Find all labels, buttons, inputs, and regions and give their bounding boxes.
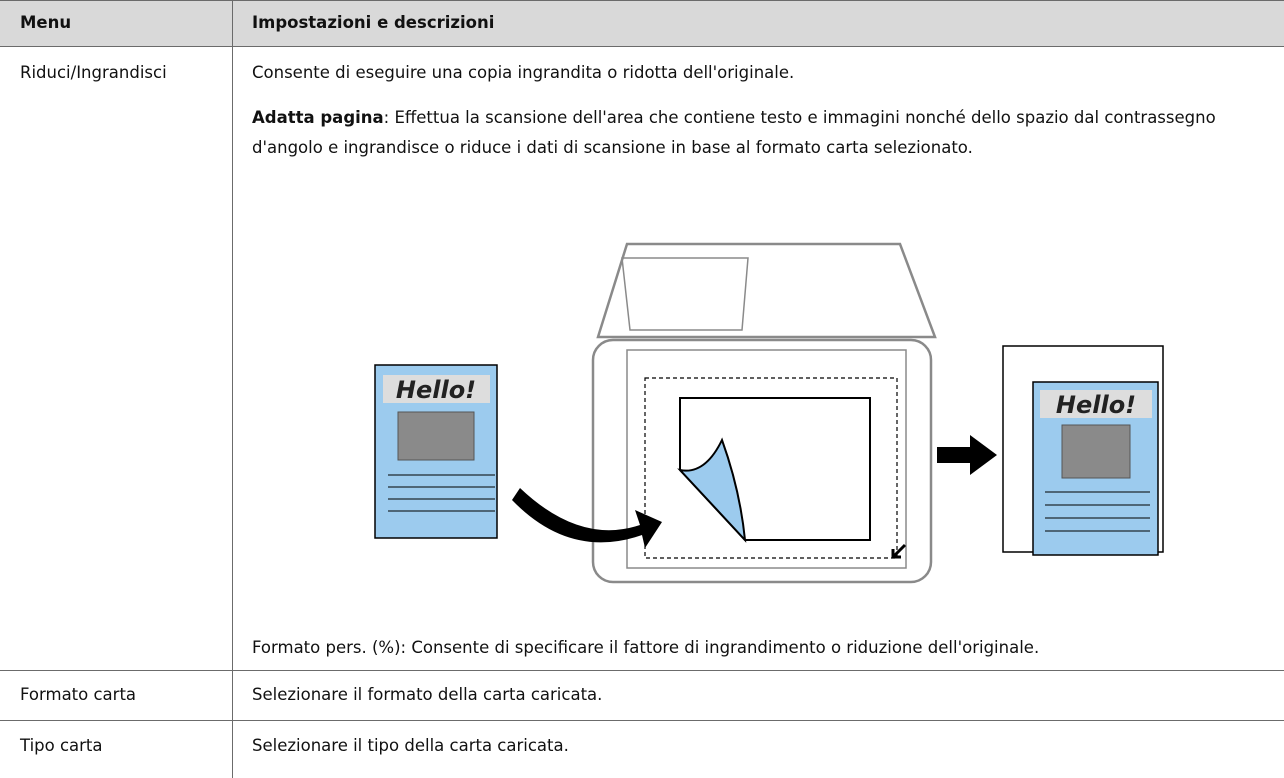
menu-cell: Tipo carta xyxy=(20,736,103,755)
border xyxy=(0,670,1284,671)
title-band xyxy=(383,375,490,403)
corner-mark xyxy=(891,543,907,559)
right-arrow xyxy=(937,435,997,475)
photo xyxy=(397,411,475,461)
lid-panel xyxy=(621,257,749,331)
folded-corner xyxy=(677,437,747,543)
hello-text: Hello! xyxy=(396,376,476,404)
menu-cell: Formato carta xyxy=(20,685,137,704)
border xyxy=(0,46,1284,47)
header-cell: Menu xyxy=(20,13,72,32)
option-label: Adatta pagina xyxy=(252,108,384,127)
description: Consente di eseguire una copia ingrandit… xyxy=(252,63,795,82)
header-cell: Impostazioni e descrizioni xyxy=(252,13,495,32)
scanner-glass xyxy=(626,349,907,569)
curved-arrow xyxy=(512,488,662,548)
text-lines xyxy=(388,474,495,512)
scanner-lid xyxy=(596,242,937,339)
hello-text: Hello! xyxy=(1056,391,1136,419)
description: Selezionare il tipo della carta caricata… xyxy=(252,736,569,755)
border xyxy=(232,0,233,778)
footer-text: Formato pers. (%): Consente di specifica… xyxy=(252,638,1040,657)
option: Adatta pagina: Effettua la scansione del… xyxy=(252,103,1277,163)
scanner-body xyxy=(591,338,933,584)
title-band xyxy=(1040,390,1152,418)
photo xyxy=(1061,424,1131,479)
border xyxy=(0,0,1284,1)
description: Selezionare il formato della carta caric… xyxy=(252,685,603,704)
text-lines xyxy=(1045,491,1150,532)
option-text: : Effettua la scansione dell'area che co… xyxy=(252,108,1216,157)
scan-area xyxy=(644,377,898,559)
border xyxy=(0,720,1284,721)
table-header xyxy=(0,0,1284,46)
menu-cell: Riduci/Ingrandisci xyxy=(20,63,167,82)
